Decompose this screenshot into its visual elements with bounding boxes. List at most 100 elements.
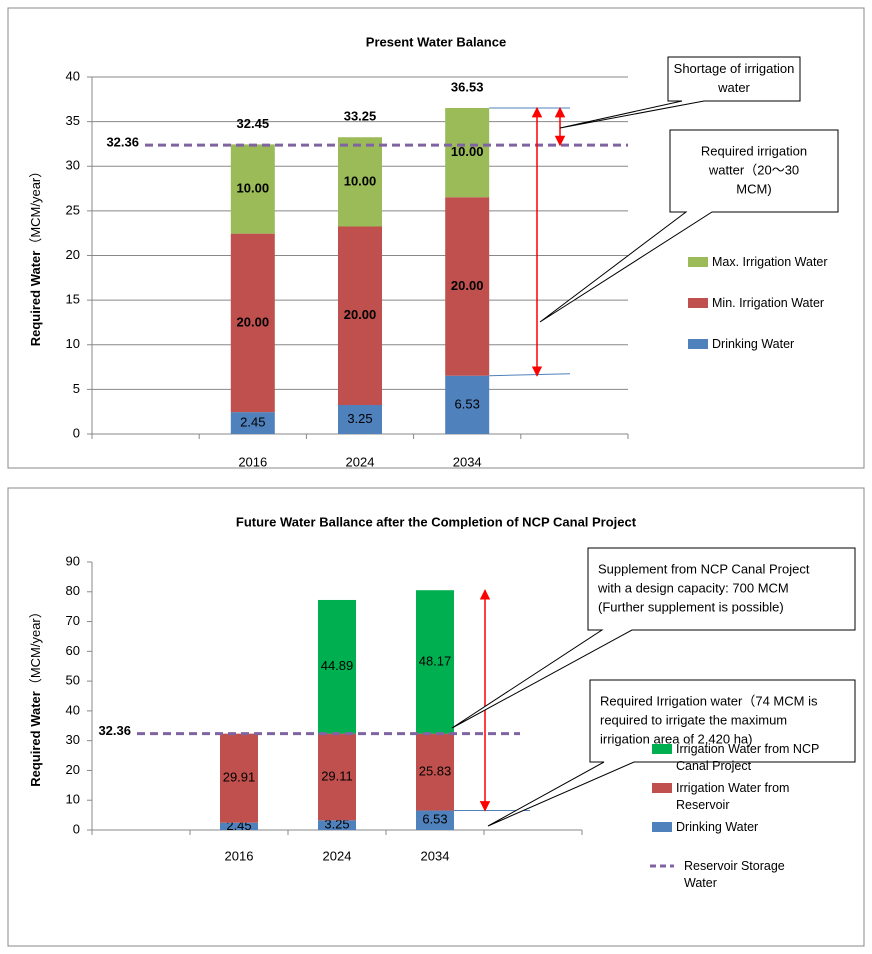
bar-segment bbox=[318, 820, 356, 830]
y-axis-title: Required Water bbox=[28, 691, 43, 787]
legend-label: Reservoir Storage Water bbox=[684, 859, 785, 890]
y-tick-label: 5 bbox=[73, 381, 80, 396]
bar-segment bbox=[220, 733, 258, 823]
bar-segment bbox=[318, 733, 356, 821]
callout-text: watter（20〜30 bbox=[708, 162, 799, 177]
value-label: 29.91 bbox=[223, 770, 256, 785]
value-label: 10.00 bbox=[237, 180, 270, 195]
bar-segment bbox=[230, 144, 275, 234]
x-tick-label: 2016 bbox=[225, 848, 254, 863]
y-tick-label: 30 bbox=[66, 158, 80, 173]
reference-label: 32.36 bbox=[106, 135, 139, 150]
y-tick-label: 50 bbox=[66, 673, 80, 688]
callout-text: water bbox=[717, 80, 750, 95]
value-label: 25.83 bbox=[419, 764, 452, 779]
legend-swatch bbox=[688, 298, 708, 308]
value-label: 3.25 bbox=[347, 411, 372, 426]
x-tick-label: 2034 bbox=[421, 848, 450, 863]
callout-text: (Further supplement is possible) bbox=[598, 599, 784, 614]
y-tick-label: 80 bbox=[66, 583, 80, 598]
callout-text: required to irrigate the maximum bbox=[600, 712, 787, 727]
legend-swatch bbox=[652, 822, 672, 832]
bar-segment bbox=[230, 412, 275, 434]
y-axis-label: Required Water（MCM/year） bbox=[28, 605, 43, 787]
reference-label: 32.36 bbox=[98, 723, 131, 738]
value-label: 44.89 bbox=[321, 658, 354, 673]
callout-text: Required irrigation bbox=[701, 143, 807, 158]
callout-text: with a design capacity: 700 MCM bbox=[597, 580, 789, 595]
x-tick-label: 2024 bbox=[323, 848, 352, 863]
value-label: 10.00 bbox=[451, 144, 484, 159]
callout-text: Required Irrigation water（74 MCM is bbox=[600, 693, 818, 708]
value-label: 20.00 bbox=[344, 307, 377, 322]
y-tick-label: 25 bbox=[66, 202, 80, 217]
legend-label: Max. Irrigation Water bbox=[712, 255, 828, 269]
value-label: 10.00 bbox=[344, 173, 377, 188]
callout-text: Supplement from NCP Canal Project bbox=[598, 561, 810, 576]
annotation-line bbox=[489, 373, 571, 377]
legend-label: Drinking Water bbox=[712, 337, 795, 351]
y-axis-unit: （MCM/year） bbox=[28, 165, 43, 251]
value-label: 48.17 bbox=[419, 653, 452, 668]
x-tick-label: 2016 bbox=[238, 454, 267, 469]
callout-text: MCM) bbox=[736, 181, 771, 196]
bar-segment bbox=[338, 404, 382, 434]
legend-label: Irrigation Water from NCP Canal Project bbox=[676, 742, 820, 773]
bar-segment bbox=[416, 590, 454, 734]
y-tick-label: 15 bbox=[66, 292, 80, 307]
callout-text: irrigation area of 2,420 ha) bbox=[600, 731, 752, 746]
legend-swatch bbox=[652, 744, 672, 754]
bar-segment bbox=[220, 822, 258, 830]
legend-swatch bbox=[688, 257, 708, 267]
chart-title: Future Water Ballance after the Completi… bbox=[236, 514, 637, 529]
x-tick-label: 2024 bbox=[346, 454, 375, 469]
bar-segment bbox=[416, 733, 454, 811]
bar-segment bbox=[338, 137, 382, 227]
y-tick-label: 0 bbox=[73, 821, 80, 836]
y-tick-label: 70 bbox=[66, 613, 80, 628]
bar-segment bbox=[416, 810, 454, 830]
bar-segment bbox=[338, 226, 382, 405]
callout-text: Shortage of irrigation bbox=[674, 61, 795, 76]
y-tick-label: 90 bbox=[66, 553, 80, 568]
y-axis-label: Required Water（MCM/year） bbox=[28, 165, 43, 347]
value-label: 2.45 bbox=[240, 415, 265, 430]
y-tick-label: 10 bbox=[66, 792, 80, 807]
y-tick-label: 0 bbox=[73, 425, 80, 440]
bar-segment bbox=[318, 599, 356, 734]
value-label: 6.53 bbox=[422, 812, 447, 827]
y-tick-label: 35 bbox=[66, 113, 80, 128]
value-label: 20.00 bbox=[237, 314, 270, 329]
callout-box bbox=[559, 56, 801, 129]
legend-label: Min. Irrigation Water bbox=[712, 296, 825, 310]
value-label: 6.53 bbox=[455, 396, 480, 411]
total-label: 36.53 bbox=[451, 79, 484, 94]
y-tick-label: 40 bbox=[66, 702, 80, 717]
bar-segment bbox=[445, 107, 490, 198]
bar-segment bbox=[445, 375, 490, 434]
y-axis-title: Required Water bbox=[28, 251, 43, 347]
legend-swatch bbox=[688, 339, 708, 349]
callout-box bbox=[539, 129, 839, 323]
y-tick-label: 30 bbox=[66, 732, 80, 747]
total-label: 33.25 bbox=[344, 109, 377, 124]
value-label: 3.25 bbox=[324, 817, 349, 832]
callout-box bbox=[451, 547, 856, 729]
y-axis-unit: （MCM/year） bbox=[28, 605, 43, 691]
y-tick-label: 60 bbox=[66, 643, 80, 658]
y-tick-label: 20 bbox=[66, 247, 80, 262]
legend-label: Irrigation Water from Reservoir bbox=[676, 781, 790, 812]
legend-label: Drinking Water bbox=[676, 820, 759, 834]
bar-segment bbox=[445, 197, 490, 376]
y-tick-label: 20 bbox=[66, 762, 80, 777]
y-tick-label: 40 bbox=[66, 68, 80, 83]
bar-segment bbox=[230, 233, 275, 413]
legend-swatch bbox=[652, 783, 672, 793]
total-label: 32.45 bbox=[237, 116, 270, 131]
y-tick-label: 10 bbox=[66, 336, 80, 351]
value-label: 20.00 bbox=[451, 278, 484, 293]
value-label: 29.11 bbox=[321, 768, 353, 783]
chart-title: Present Water Balance bbox=[366, 34, 506, 49]
